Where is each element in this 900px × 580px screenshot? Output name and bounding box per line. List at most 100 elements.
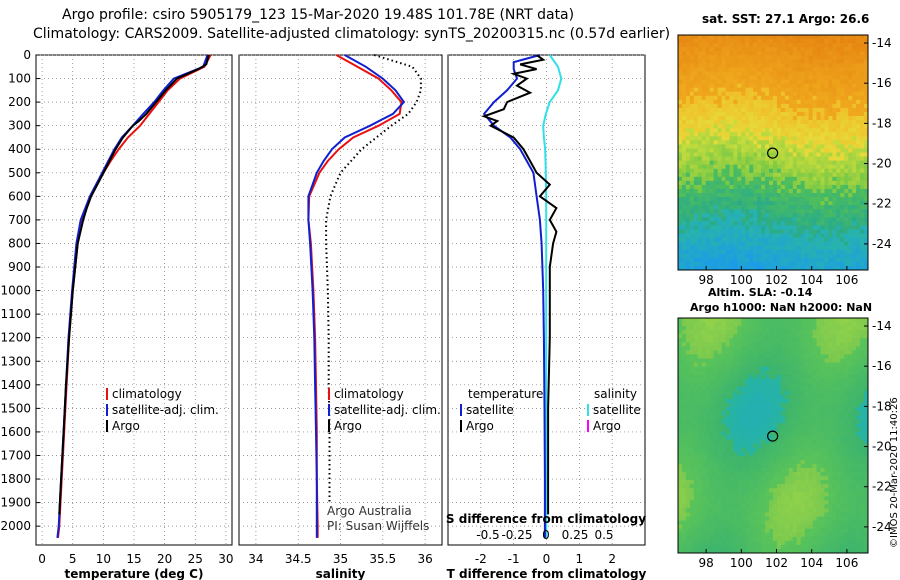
title-line-2: Climatology: CARS2009. Satellite-adjuste… — [33, 26, 671, 42]
sla-map-argo-marker — [767, 430, 779, 442]
sst-map-cells — [678, 35, 869, 271]
credit-text: ©IMOS 20-Mar-2020 11:40:26 — [889, 397, 900, 548]
sst-map-argo-marker — [767, 147, 779, 159]
sal-legend-label-1: satellite-adj. clim. — [334, 403, 441, 417]
sal-satellite-line — [307, 54, 406, 538]
y-tick-label-14: 1400 — [0, 378, 31, 392]
sla-map-title-2: Argo h1000: NaN h2000: NaN — [690, 301, 873, 314]
sst-map-ytick-label-4: -22 — [872, 197, 892, 211]
sal-legend-label-0: climatology — [334, 387, 404, 401]
y-tick-label-12: 1200 — [0, 331, 31, 345]
x-tick-label-1-4: 36 — [417, 552, 432, 566]
diff-sal-tick-3: 0.25 — [562, 528, 589, 542]
sst-map-ytick-label-5: -24 — [872, 237, 892, 251]
x-tick-label-0-6: 30 — [218, 552, 233, 566]
x-tick-label-1-1: 34.5 — [285, 552, 312, 566]
x-tick-label-2-1: -1 — [508, 552, 520, 566]
sla-map-xtick-label-2: 102 — [765, 556, 788, 570]
diff-sal-axis-label: S difference from climatology — [446, 512, 646, 526]
y-tick-label-10: 1000 — [0, 284, 31, 298]
diff-sal-tick-0: -0.5 — [476, 528, 499, 542]
sla-map-ytick-label-2: -18 — [872, 399, 892, 413]
diff-legend-sal-label-1: Argo — [593, 419, 621, 433]
sla-map-ytick-label-5: -24 — [872, 520, 892, 534]
sal-legend-label-2: Argo — [334, 419, 362, 433]
x-tick-label-0-0: 0 — [38, 552, 46, 566]
diff-legend-sal-header: salinity — [594, 387, 637, 401]
sla-map-frame — [677, 317, 869, 554]
diff-legend-temp-label-1: Argo — [466, 419, 494, 433]
sst-map-ytick-label-1: -16 — [872, 76, 892, 90]
sal-climatology-line — [307, 54, 403, 538]
sla-map-cells — [678, 318, 869, 554]
sst-map-ytick-label-3: -20 — [872, 157, 892, 171]
sla-map-ytick-label-1: -16 — [872, 359, 892, 373]
sst-map-frame — [677, 34, 869, 271]
y-tick-label-18: 1800 — [0, 472, 31, 486]
x-axis-label-0: temperature (deg C) — [65, 567, 204, 580]
y-tick-label-15: 1500 — [0, 401, 31, 415]
y-tick-label-16: 1600 — [0, 425, 31, 439]
y-tick-label-9: 900 — [8, 260, 31, 274]
annotation-0: Argo Australia — [327, 504, 412, 518]
x-tick-label-2-4: 2 — [608, 552, 616, 566]
y-tick-label-1: 100 — [8, 72, 31, 86]
sla-map-title-1: Altim. SLA: -0.14 — [708, 286, 813, 299]
x-tick-label-2-3: 1 — [576, 552, 584, 566]
sst-map-xtick-label-3: 104 — [800, 273, 823, 287]
y-tick-label-5: 500 — [8, 166, 31, 180]
y-tick-label-3: 300 — [8, 119, 31, 133]
diff-legend-sal-label-0: satellite — [593, 403, 641, 417]
x-tick-label-0-4: 20 — [157, 552, 172, 566]
x-tick-label-1-0: 34 — [248, 552, 263, 566]
x-tick-label-1-2: 35 — [333, 552, 348, 566]
sst-map-ytick-label-0: -14 — [872, 36, 892, 50]
diff-sal-tick-1: -0.25 — [501, 528, 532, 542]
diff-sal-satellite-line — [542, 54, 563, 538]
x-tick-label-0-2: 10 — [96, 552, 111, 566]
sst-map-title: sat. SST: 27.1 Argo: 26.6 — [702, 12, 870, 26]
sst-map-xtick-label-1: 100 — [730, 273, 753, 287]
sst-map-ytick-label-2: -18 — [872, 116, 892, 130]
diff-sal-tick-4: 0.5 — [594, 528, 613, 542]
sla-map-ytick-label-0: -14 — [872, 319, 892, 333]
temp-legend-label-0: climatology — [112, 387, 182, 401]
sst-map-xtick-label-4: 106 — [835, 273, 858, 287]
y-tick-label-0: 0 — [23, 48, 31, 62]
sst-map-xtick-label-0: 98 — [699, 273, 714, 287]
y-tick-label-19: 1900 — [0, 496, 31, 510]
sla-map-xtick-label-0: 98 — [699, 556, 714, 570]
x-tick-label-2-2: 0 — [543, 552, 551, 566]
y-tick-label-8: 800 — [8, 236, 31, 250]
diff-temp-argo-line — [481, 54, 558, 515]
y-tick-label-11: 1100 — [0, 307, 31, 321]
x-tick-label-0-5: 25 — [188, 552, 203, 566]
temp-argo-line — [58, 54, 210, 515]
y-tick-label-2: 200 — [8, 95, 31, 109]
diff-sal-tick-2: 0 — [542, 528, 550, 542]
y-tick-label-7: 700 — [8, 213, 31, 227]
annotation-1: PI: Susan Wijffels — [327, 519, 429, 533]
x-tick-label-0-3: 15 — [126, 552, 141, 566]
x-tick-label-1-3: 35.5 — [369, 552, 396, 566]
title-line-1: Argo profile: csiro 5905179_123 15-Mar-2… — [62, 7, 575, 23]
y-tick-label-17: 1700 — [0, 448, 31, 462]
x-axis-label-2: T difference from climatology — [447, 567, 647, 580]
sla-map-ytick-label-3: -20 — [872, 440, 892, 454]
sst-map-xtick-label-2: 102 — [765, 273, 788, 287]
sla-map-xtick-label-1: 100 — [730, 556, 753, 570]
y-tick-label-4: 400 — [8, 142, 31, 156]
y-tick-label-6: 600 — [8, 189, 31, 203]
diff-temp-satellite-line — [482, 54, 546, 538]
x-tick-label-0-1: 5 — [69, 552, 77, 566]
diff-legend-temp-header: temperature — [468, 387, 543, 401]
sla-map-ytick-label-4: -22 — [872, 480, 892, 494]
x-axis-label-1: salinity — [316, 567, 366, 580]
x-tick-label-2-0: -2 — [475, 552, 487, 566]
temp-legend-label-2: Argo — [112, 419, 140, 433]
y-tick-label-20: 2000 — [0, 519, 31, 533]
sla-map-xtick-label-3: 104 — [800, 556, 823, 570]
diff-legend-temp-label-0: satellite — [466, 403, 514, 417]
temp-legend-label-1: satellite-adj. clim. — [112, 403, 219, 417]
